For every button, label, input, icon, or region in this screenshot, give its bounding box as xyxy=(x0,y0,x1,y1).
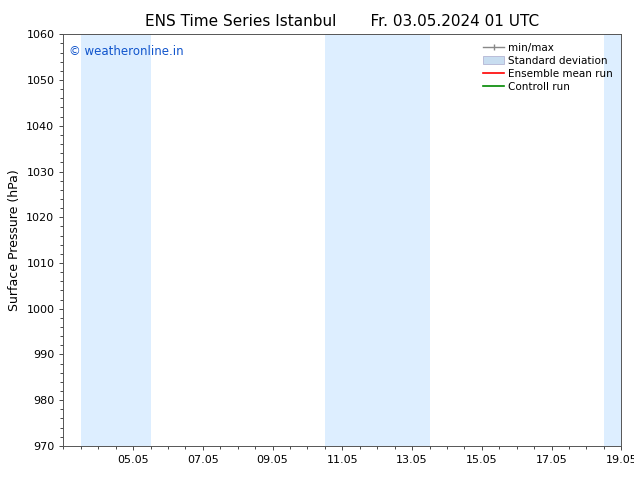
Title: ENS Time Series Istanbul       Fr. 03.05.2024 01 UTC: ENS Time Series Istanbul Fr. 03.05.2024 … xyxy=(145,14,540,29)
Bar xyxy=(604,34,630,446)
Legend: min/max, Standard deviation, Ensemble mean run, Controll run: min/max, Standard deviation, Ensemble me… xyxy=(480,40,616,95)
Bar xyxy=(325,34,360,446)
Text: © weatheronline.in: © weatheronline.in xyxy=(69,45,184,58)
Bar xyxy=(81,34,116,446)
Bar xyxy=(360,34,430,446)
Bar xyxy=(115,34,150,446)
Y-axis label: Surface Pressure (hPa): Surface Pressure (hPa) xyxy=(8,169,21,311)
